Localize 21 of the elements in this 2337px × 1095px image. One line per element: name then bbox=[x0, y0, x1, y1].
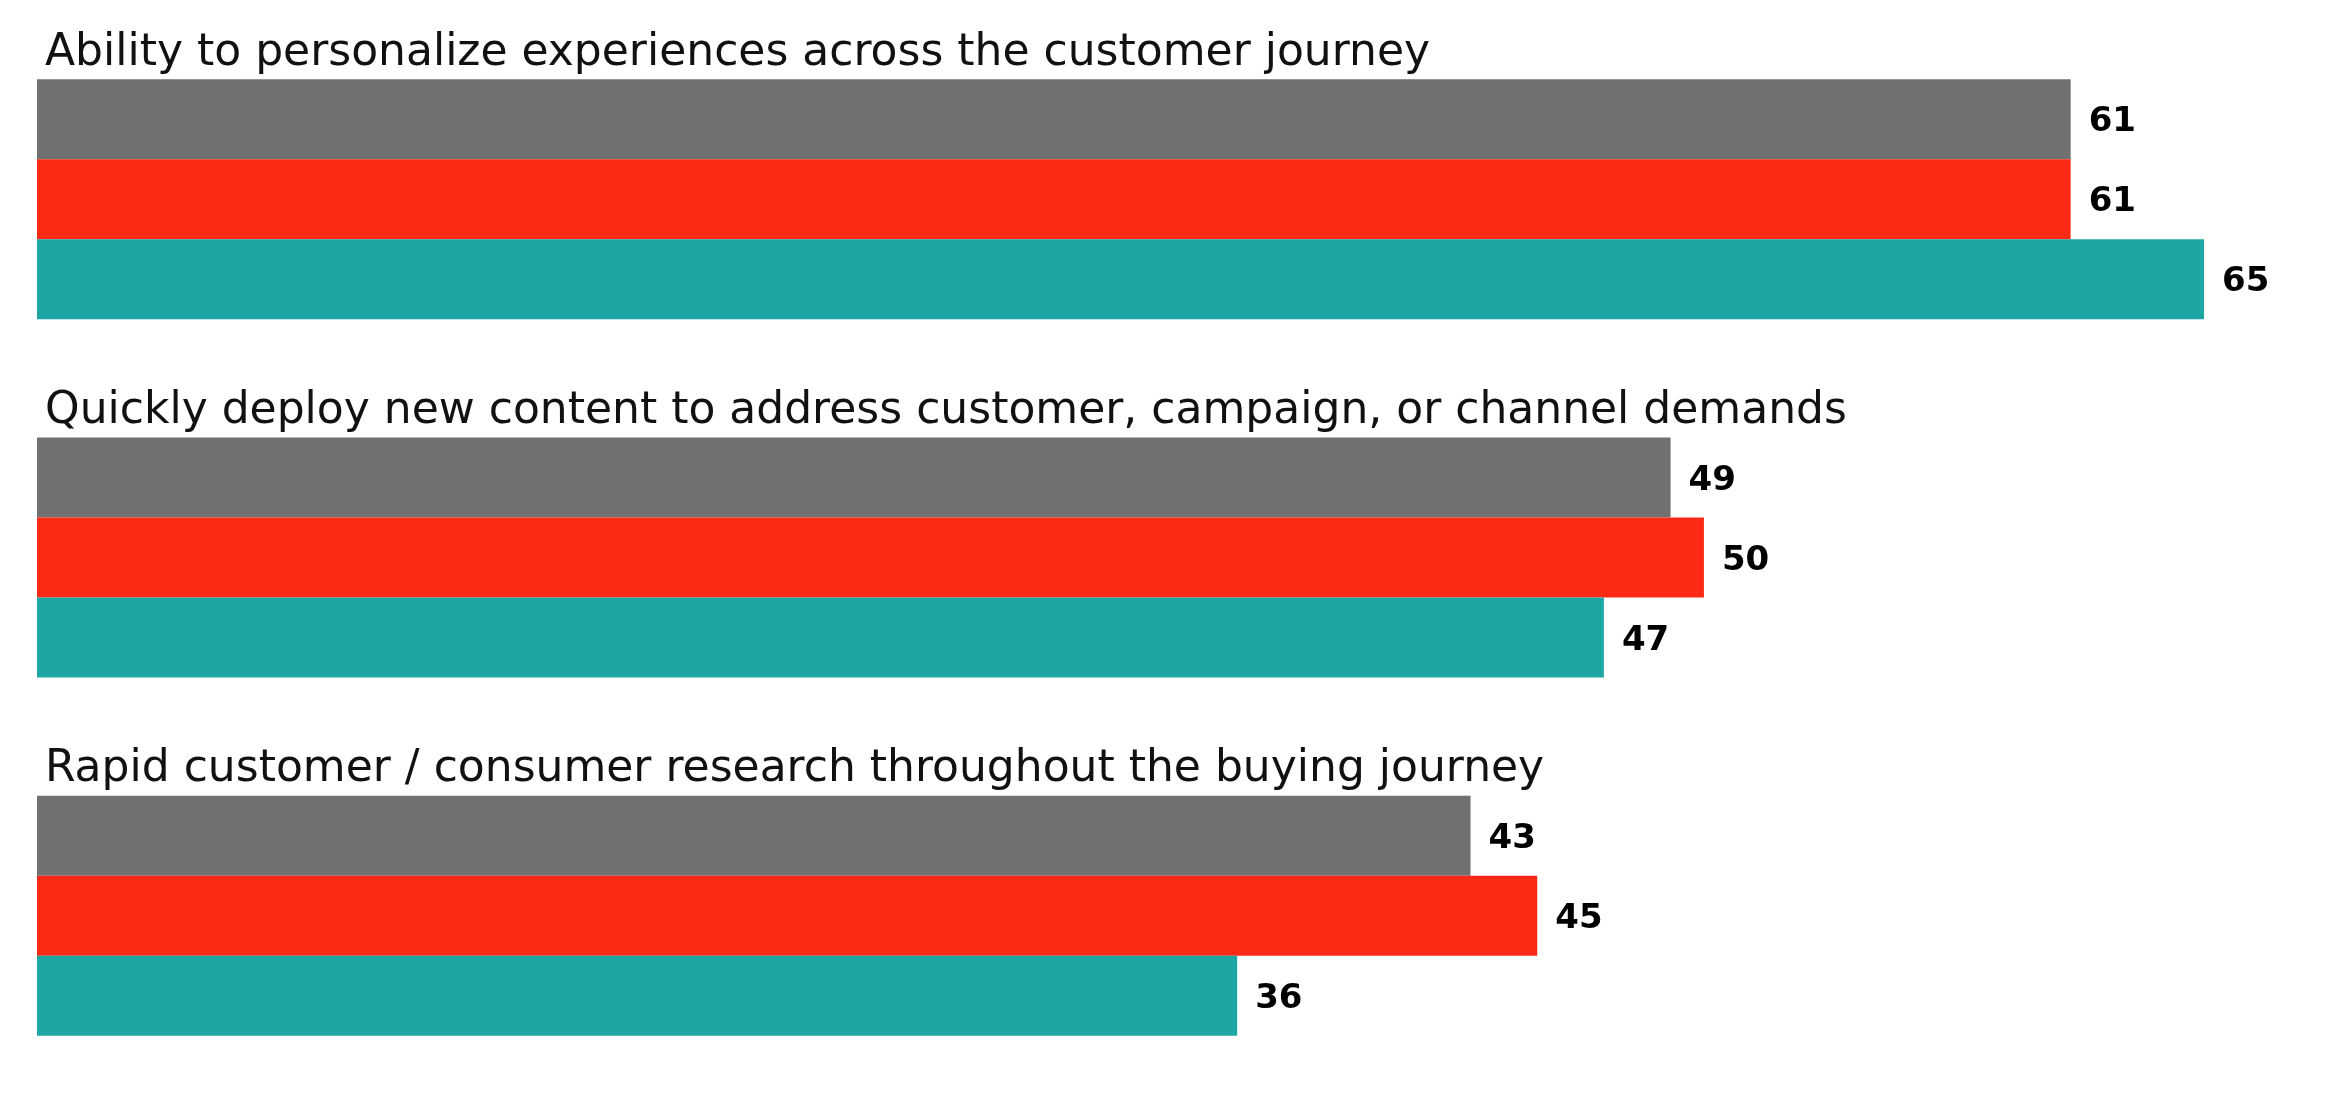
data-label: 50 bbox=[1721, 537, 1770, 578]
bar bbox=[37, 875, 1538, 956]
bar bbox=[37, 517, 1704, 598]
y-tick-label: Rapid customer / consumer research throughout the buying journey bbox=[45, 740, 1545, 792]
bar bbox=[37, 597, 1604, 678]
data-label: 65 bbox=[2222, 259, 2270, 300]
bar bbox=[37, 159, 2071, 240]
bar bbox=[37, 437, 1671, 518]
data-label: 47 bbox=[1621, 617, 1670, 658]
data-label: 45 bbox=[1555, 895, 1603, 936]
bar bbox=[37, 955, 1238, 1036]
bar bbox=[37, 239, 2204, 320]
bar bbox=[37, 79, 2071, 160]
y-tick-label: Ability to personalize experiences across the customer journey bbox=[45, 23, 1431, 75]
data-label: 61 bbox=[2088, 99, 2136, 140]
data-label: 43 bbox=[1488, 815, 1536, 856]
data-label: 61 bbox=[2088, 179, 2136, 220]
y-tick-label: Quickly deploy new content to address customer, campaign, or channel demands bbox=[45, 382, 1847, 433]
bar bbox=[37, 795, 1471, 876]
data-label: 36 bbox=[1255, 975, 1303, 1016]
data-label: 49 bbox=[1688, 457, 1736, 498]
